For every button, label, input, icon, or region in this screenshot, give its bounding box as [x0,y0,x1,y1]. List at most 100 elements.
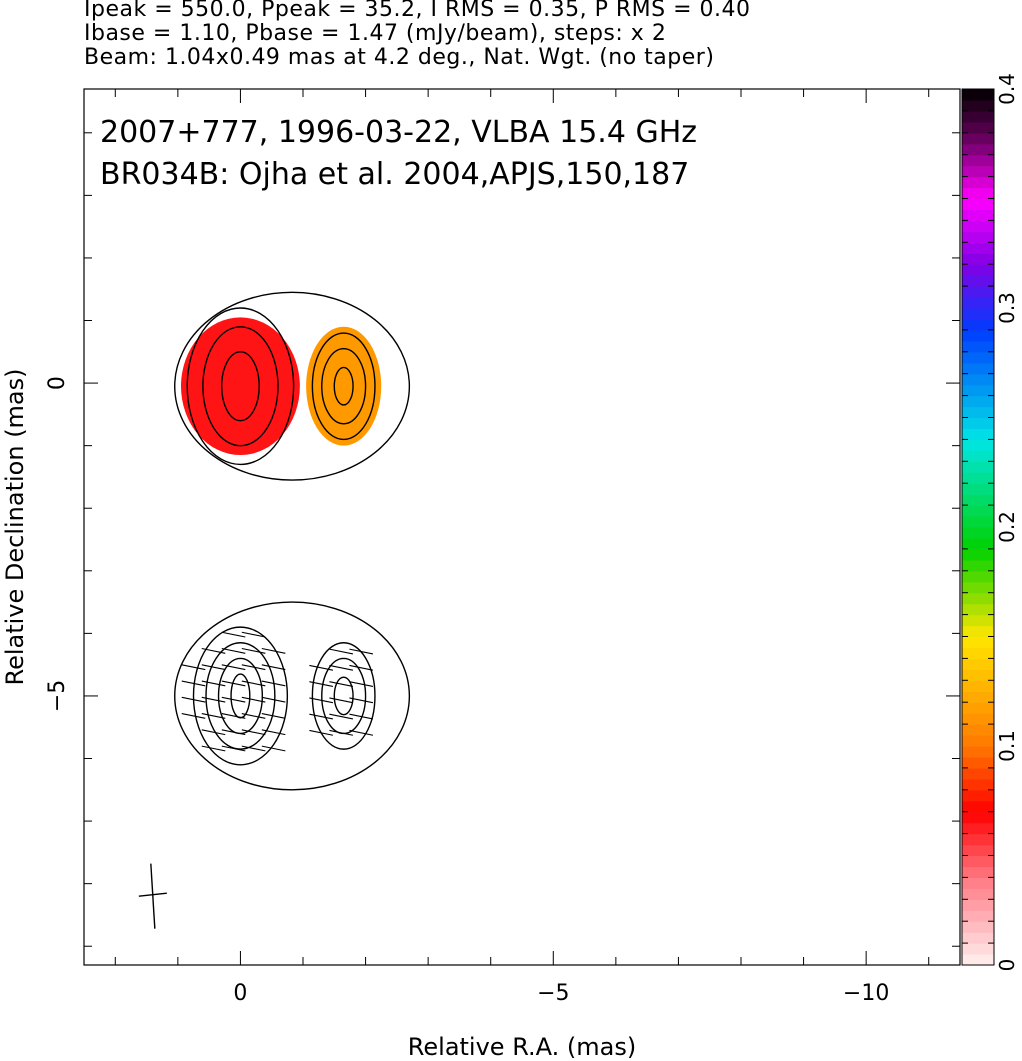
polarization-vector [261,647,286,654]
colorbar-band [962,351,994,364]
y-tick-label: 0 [45,376,70,390]
x-tick-label: −5 [537,981,569,1006]
polarization-vector [181,680,206,687]
colorbar-band [962,702,994,714]
polarization-vector [221,696,246,703]
polarization-fraction-blob-1 [180,317,300,456]
polarization-vector [309,729,334,736]
colorbar-band [962,822,994,835]
colorbar-band [962,242,994,254]
colorbar-band [962,800,994,813]
colorbar-band [962,121,994,134]
colorbar-band [962,559,994,572]
colorbar-band [962,209,994,221]
colorbar-tick-label: 0 [995,959,1019,972]
colorbar-band [962,527,994,539]
polarization-vector [201,647,226,654]
colorbar-band [962,308,994,320]
colorbar-band [962,439,994,451]
plot-frame [83,88,961,966]
colorbar-band [962,89,994,101]
contour-panel1-comp1-level1 [220,351,260,422]
colorbar-band [962,384,994,397]
polarization-vector [241,696,266,703]
polarization-vector [201,745,226,752]
y-axis-label: Relative Declination (mas) [1,368,29,685]
polarization-vector [221,713,246,719]
source-annotation: 2007+777, 1996-03-22, VLBA 15.4 GHz [100,115,697,150]
colorbar-band [962,713,994,725]
polarization-vector [241,713,266,719]
colorbar-band [962,176,994,189]
colorbar-band [962,756,994,769]
colorbar-band [962,329,994,342]
colorbar-band [962,954,994,966]
polarization-vector [241,664,266,671]
colorbar-band [962,297,994,309]
y-tick-label: −5 [45,680,70,712]
colorbar-band [962,143,994,156]
colorbar-band [962,417,994,430]
polarization-vector [201,713,226,719]
contour-panel2-comp2-level3 [311,642,376,750]
colorbar-band [962,636,994,649]
polarization-vector [201,680,226,687]
colorbar-band [962,110,994,123]
colorbar-band [962,844,994,857]
polarization-vector [349,697,374,704]
colorbar-band [962,932,994,944]
polarization-vector [201,664,226,671]
colorbar-tick-label: 0.1 [995,730,1019,762]
colorbar-band [962,855,994,868]
polarization-vector [329,664,354,671]
polarization-vector [221,729,246,736]
polarization-vector [349,681,374,687]
polarization-vector [221,664,246,671]
colorbar-band [962,472,994,484]
colorbar-band [962,910,994,922]
colorbar-band [962,669,994,681]
colorbar-band [962,220,994,232]
polarization-vector [329,681,354,687]
colorbar-band [962,899,994,911]
polarization-vector [261,696,286,703]
colorbar-band [962,866,994,878]
polarization-vector [261,713,286,719]
polarization-vector [309,697,334,704]
polarization-vector [181,713,206,719]
colorbar-band [962,570,994,583]
colorbar-band [962,428,994,440]
axis-ticks: 0 −5 −10 0 −5 [45,89,960,1006]
x-tick-label: −10 [843,981,889,1006]
polarization-vector [309,713,334,720]
colorbar-band [962,833,994,846]
colorbar-band [962,132,994,145]
colorbar-band [962,187,994,200]
colorbar-band [962,603,994,616]
colorbar-band [962,362,994,375]
polarization-vector [329,713,354,720]
colorbar-band [962,537,994,550]
colorbar-band [962,877,994,889]
polarization-fraction-blob-2 [306,326,382,446]
polarization-vector [241,745,266,752]
contour-panel1-comp2-level2 [321,347,367,425]
polarization-vector [329,648,354,655]
beam-info-line: Beam: 1.04x0.49 mas at 4.2 deg., Nat. Wg… [84,45,715,70]
colorbar-band [962,778,994,791]
colorbar-band [962,658,994,670]
polarization-vector [181,696,206,703]
polarization-vector [241,680,266,687]
colorbar-band [962,647,994,659]
polarization-vector [261,680,286,687]
polarization-vector [349,729,374,736]
polarization-vector [201,729,226,736]
colorbar-band [962,767,994,780]
colorbar-band [962,275,994,287]
colorbar-band [962,592,994,605]
contour-panel1-envelope [174,291,411,481]
colorbar-tick-label: 0.3 [995,292,1019,324]
colorbar-band [962,724,994,736]
contour-panel1-comp2-level1 [333,366,354,406]
